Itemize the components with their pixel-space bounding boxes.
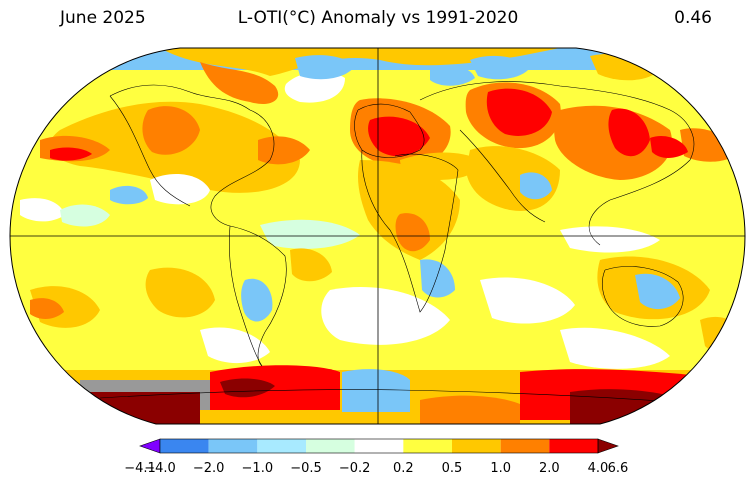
legend-color-block xyxy=(403,439,452,453)
legend-color-block xyxy=(208,439,258,453)
legend-arrow-high xyxy=(597,438,619,454)
legend-color-block xyxy=(452,439,501,453)
legend-tick-label: 0.5 xyxy=(442,461,463,476)
legend-tick-label: −0.2 xyxy=(339,461,371,476)
anomaly-map xyxy=(9,47,746,425)
legend-color-block xyxy=(500,439,550,453)
map-title: L-OTI(°C) Anomaly vs 1991-2020 xyxy=(237,8,519,28)
legend-arrow-low xyxy=(139,438,161,454)
legend-tick-label: 2.0 xyxy=(539,461,560,476)
legend-color-block xyxy=(549,439,598,453)
legend-color-block xyxy=(257,439,306,453)
legend-tick-label: −4.1 xyxy=(124,461,156,476)
legend-color-block xyxy=(160,439,209,453)
color-legend: −4.1−4.0 −2.0 −1.0 −0.5 −0.2 0.2 0.5 1.0 2.0 4.0 6… xyxy=(124,438,628,476)
legend-tick-labels: −4.1−4.0 −2.0 −1.0 −0.5 −0.2 0.2 0.5 1.0 2.0 4.0 6… xyxy=(124,461,628,476)
legend-tick-label: −0.5 xyxy=(290,461,322,476)
legend-tick-label: 1.0 xyxy=(490,461,511,476)
global-mean-value: 0.46 xyxy=(674,8,712,28)
legend-tick-label: 0.2 xyxy=(393,461,414,476)
coastlines xyxy=(99,81,701,405)
legend-color-block xyxy=(306,439,355,453)
legend-tick-label: −1.0 xyxy=(242,461,274,476)
legend-tick-label: −2.0 xyxy=(193,461,225,476)
legend-color-block xyxy=(354,439,404,453)
legend-tick-label: −4.0 xyxy=(144,461,176,476)
legend-tick-label: 4.0 xyxy=(588,461,609,476)
legend-color-blocks xyxy=(139,438,619,454)
globe-outline xyxy=(9,47,746,425)
legend-tick-label: 6.6 xyxy=(608,461,629,476)
date-label: June 2025 xyxy=(60,8,146,28)
